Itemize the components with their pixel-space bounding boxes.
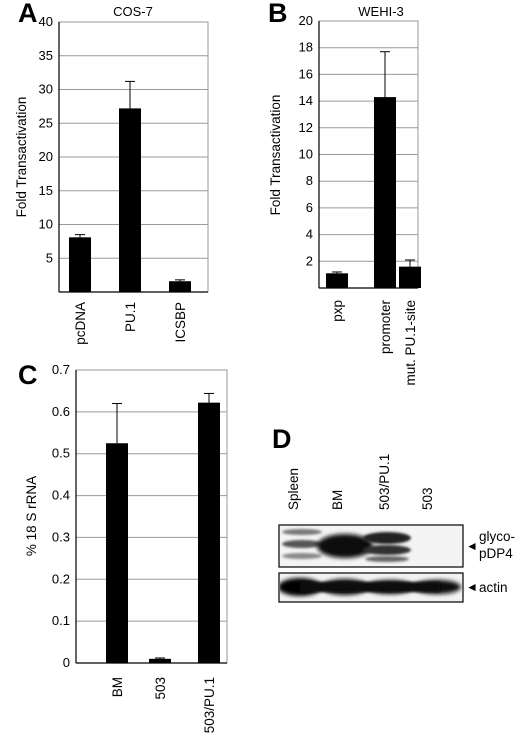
label-glyco: glyco-: [479, 529, 515, 544]
category-label: 503/PU.1: [202, 677, 217, 733]
y-axis-label: % 18 S rRNA: [24, 476, 39, 556]
band: [317, 534, 373, 558]
band: [363, 545, 411, 555]
arrow-glyco-pdp4: ◄: [466, 539, 478, 553]
bar: [106, 443, 128, 663]
band: [363, 532, 411, 544]
category-label: ICSBP: [173, 302, 188, 343]
y-tick-label: 10: [299, 147, 313, 162]
panel-letter: C: [18, 360, 38, 390]
y-tick-label: 14: [299, 93, 313, 108]
category-label: promoter: [378, 300, 393, 355]
chart-c: C 0 0.1 0.2 0.3 0.4 0.5 0.6 0.7 % 18 S rRNA BM 503 5…: [18, 360, 228, 733]
y-axis-label: Fold Transactivation: [268, 95, 283, 216]
y-tick-label: 25: [39, 115, 53, 130]
bar: [149, 658, 171, 663]
band: [300, 582, 440, 592]
label-pdp4: pDP4: [479, 546, 513, 561]
y-tick-label: 0: [63, 655, 70, 670]
band: [365, 556, 409, 562]
category-label: pxp: [330, 300, 345, 322]
chart-a: A COS-7 5 10 15 20 25 30 35 40 Fold Transactivatio…: [14, 0, 209, 345]
y-tick-label: 20: [39, 149, 53, 164]
panel-letter: A: [18, 0, 38, 28]
bar: [374, 97, 396, 288]
y-tick-label: 6: [306, 200, 313, 215]
panel-letter: B: [268, 0, 288, 28]
y-tick-label: 40: [39, 14, 53, 29]
y-tick-label: 12: [299, 120, 313, 135]
y-tick-label: 10: [39, 217, 53, 232]
y-tick-label: 0.4: [52, 488, 70, 503]
category-label: 503: [153, 677, 168, 700]
band: [282, 540, 322, 548]
lane-label: BM: [330, 490, 345, 510]
chart-b: B WEHI-3 2 4 6 8 10 12 14 16 18 20 Fold Transactivat…: [268, 0, 421, 386]
y-tick-label: 4: [306, 227, 313, 242]
y-tick-label: 0.3: [52, 529, 70, 544]
band: [282, 553, 322, 559]
y-tick-label: 0.5: [52, 446, 70, 461]
band: [282, 529, 322, 535]
lane-label: 503/PU.1: [377, 454, 392, 510]
y-tick-label: 35: [39, 48, 53, 63]
bar: [399, 266, 421, 288]
y-tick-label: 2: [306, 253, 313, 268]
label-actin: actin: [479, 580, 508, 595]
category-label: mut. PU.1-site: [403, 300, 418, 386]
chart-title: WEHI-3: [358, 4, 404, 19]
lane-label: Spleen: [286, 468, 301, 510]
panel-letter-d: D: [272, 424, 292, 454]
y-tick-label: 0.2: [52, 571, 70, 586]
category-label: BM: [110, 677, 125, 697]
y-axis-label: Fold Transactivation: [14, 97, 29, 218]
lane-label: 503: [420, 487, 435, 510]
bar: [326, 273, 348, 288]
western-blot: D Spleen BM 503/PU.1 503 ◄: [272, 424, 515, 603]
y-tick-label: 0.6: [52, 404, 70, 419]
bar: [198, 402, 220, 663]
y-tick-label: 30: [39, 82, 53, 97]
y-tick-label: 15: [39, 183, 53, 198]
y-tick-label: 8: [306, 173, 313, 188]
y-tick-label: 18: [299, 40, 313, 55]
y-tick-label: 0.1: [52, 613, 70, 628]
bar: [119, 108, 141, 293]
y-tick-label: 0.7: [52, 362, 70, 377]
category-label: pcDNA: [73, 302, 88, 345]
arrow-actin: ◄: [466, 580, 478, 594]
y-tick-label: 16: [299, 66, 313, 81]
bar: [69, 237, 91, 292]
bar: [169, 281, 191, 292]
chart-title: COS-7: [113, 4, 153, 19]
category-label: PU.1: [123, 302, 138, 332]
y-tick-label: 5: [46, 250, 53, 265]
y-tick-label: 20: [299, 13, 313, 28]
